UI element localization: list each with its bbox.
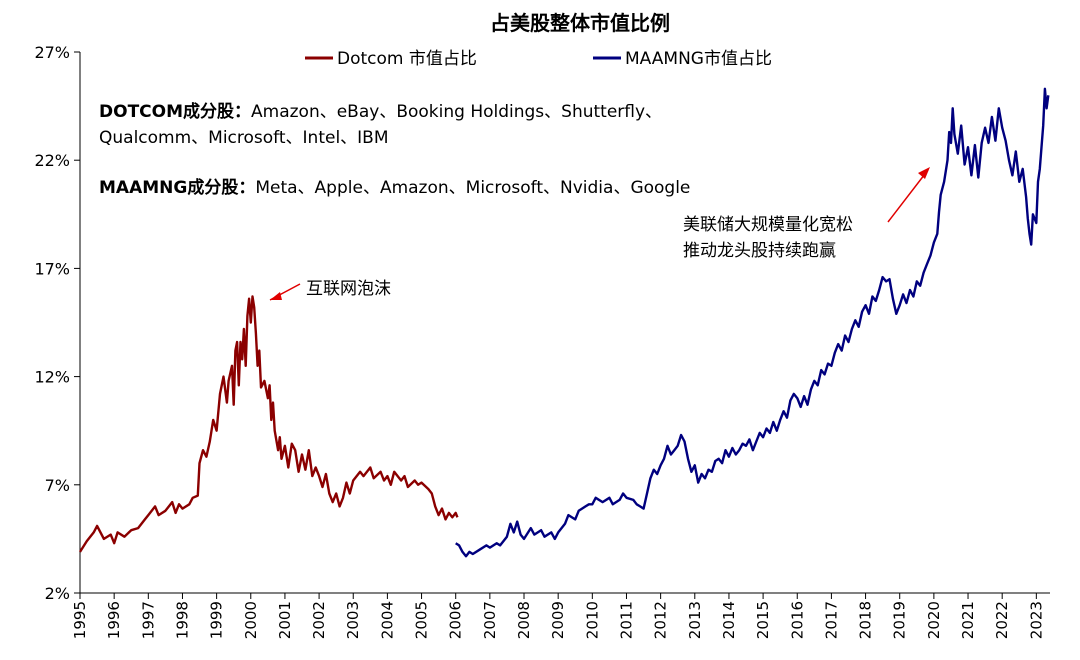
y-tick-label: 7% <box>45 476 70 495</box>
x-tick-label: 2021 <box>959 601 977 639</box>
annotation-qe-arrow <box>887 169 929 223</box>
x-tick-label: 2009 <box>549 601 567 639</box>
x-tick-label: 1997 <box>139 601 157 639</box>
x-tick-label: 2023 <box>1027 601 1045 639</box>
x-tick-label: 2002 <box>310 601 328 639</box>
series-line-maamng <box>455 87 1050 558</box>
note-maamng-label: MAAMNG成分股： <box>99 177 255 198</box>
x-tick-label: 2008 <box>515 601 533 639</box>
series-group <box>78 87 1050 558</box>
legend-label-maamng: MAAMNG市值占比 <box>625 49 772 69</box>
x-tick-label: 1995 <box>71 601 89 639</box>
annotations: 互联网泡沫 美联储大规模量化宽松 推动龙头股持续跑赢 <box>269 167 930 301</box>
x-tick-label: 2006 <box>447 601 465 639</box>
x-tick-label: 2017 <box>822 601 840 639</box>
note-maamng-line: MAAMNG成分股：Meta、Apple、Amazon、Microsoft、Nv… <box>99 177 690 198</box>
constituents-notes: DOTCOM成分股：Amazon、eBay、Booking Holdings、S… <box>99 101 690 198</box>
x-tick-label: 2020 <box>925 601 943 639</box>
x-tick-label: 2018 <box>857 601 875 639</box>
x-tick-label: 2007 <box>481 601 499 639</box>
x-tick-label: 2010 <box>583 601 601 639</box>
x-tick-label: 2019 <box>891 601 909 639</box>
x-tick-label: 2013 <box>686 601 704 639</box>
x-tick-label: 2001 <box>276 601 294 639</box>
y-tick-label: 17% <box>34 259 70 278</box>
x-tick-label: 2012 <box>652 601 670 639</box>
legend: Dotcom 市值占比 MAAMNG市值占比 <box>305 49 772 69</box>
note-dotcom-line1: DOTCOM成分股：Amazon、eBay、Booking Holdings、S… <box>99 101 662 122</box>
x-tick-label: 2003 <box>344 601 362 639</box>
annotation-bubble-text: 互联网泡沫 <box>306 279 391 299</box>
y-tick-label: 12% <box>34 368 70 387</box>
x-tick-label: 2005 <box>413 601 431 639</box>
y-tick-label: 27% <box>34 43 70 62</box>
legend-label-dotcom: Dotcom 市值占比 <box>337 49 477 69</box>
x-tick-label: 2016 <box>788 601 806 639</box>
note-dotcom-line2: Qualcomm、Microsoft、Intel、IBM <box>99 128 389 148</box>
x-tick-label: 1998 <box>173 601 191 639</box>
y-tick-label: 22% <box>34 151 70 170</box>
x-tick-label: 2011 <box>617 601 635 639</box>
x-tick-label: 1996 <box>105 601 123 639</box>
note-maamng-text: Meta、Apple、Amazon、Microsoft、Nvidia、Googl… <box>255 178 690 198</box>
x-tick-label: 2022 <box>993 601 1011 639</box>
annotation-bubble-arrowhead <box>270 292 282 300</box>
x-tick-label: 2004 <box>378 601 396 639</box>
annotation-qe-line2: 推动龙头股持续跑赢 <box>683 241 836 261</box>
x-tick-label: 2014 <box>720 601 738 639</box>
annotation-qe-arrowhead <box>918 167 930 179</box>
x-tick-label: 2000 <box>242 601 260 639</box>
series-line-dotcom <box>78 295 459 553</box>
note-dotcom-label: DOTCOM成分股： <box>99 101 251 122</box>
x-tick-label: 1999 <box>208 601 226 639</box>
axes: 2% 7% 12% 17% 22% 27% 1995 1996 1997 1998 1999 2000… <box>34 43 1050 639</box>
x-tick-label: 2015 <box>754 601 772 639</box>
note-dotcom-text: Amazon、eBay、Booking Holdings、Shutterfly、 <box>251 102 662 122</box>
y-tick-label: 2% <box>45 584 70 603</box>
annotation-qe-line1: 美联储大规模量化宽松 <box>683 215 853 235</box>
chart-title: 占美股整体市值比例 <box>490 11 670 35</box>
